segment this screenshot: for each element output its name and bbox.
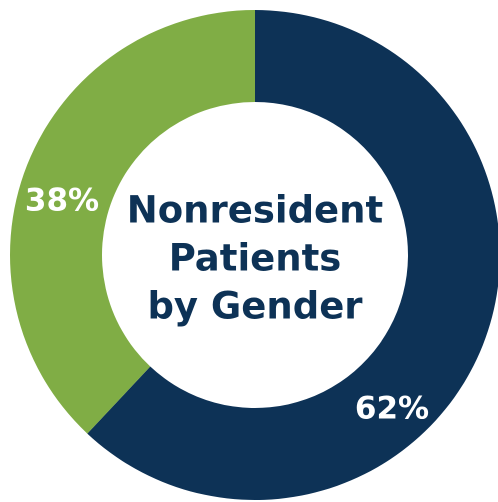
value-label: 62% [355,391,429,427]
chart-title: Nonresident [127,189,383,232]
value-label: 38% [25,183,99,219]
chart-title: by Gender [147,285,363,328]
donut-segment [10,10,256,434]
chart-title: Patients [169,237,342,280]
donut-segment [87,10,498,500]
